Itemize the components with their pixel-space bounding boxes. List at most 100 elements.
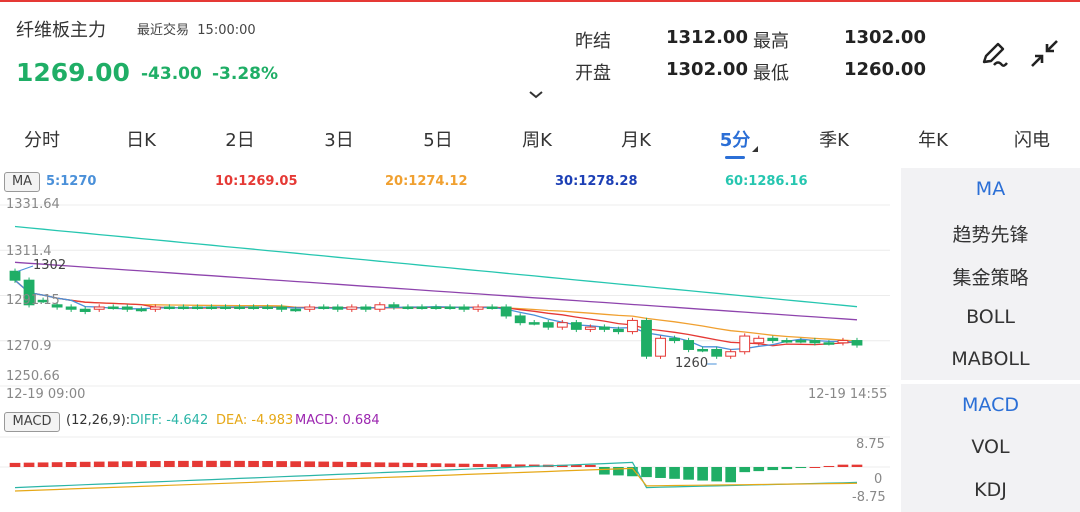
macd-bar	[809, 467, 821, 468]
candle-body	[177, 306, 189, 310]
high-value: 1302.00	[844, 27, 926, 48]
price-change: -43.00	[141, 64, 202, 84]
candle-body	[598, 326, 610, 330]
macd-bar	[234, 460, 245, 467]
ma5-legend: 5:1270	[46, 174, 97, 189]
tab-season-k[interactable]: 季K	[819, 130, 849, 151]
open-value: 1302.00	[666, 59, 748, 80]
indicator-kdj[interactable]: KDJ	[974, 479, 1007, 501]
macd-bar	[346, 461, 358, 467]
macd-bar	[753, 467, 765, 472]
tab-3-day[interactable]: 3日	[324, 130, 354, 151]
tab-2-day[interactable]: 2日	[225, 130, 255, 151]
candle-body	[711, 348, 723, 357]
macd-bar	[697, 467, 708, 481]
macd-bar	[402, 462, 414, 467]
macd-bar	[262, 461, 273, 467]
candle-body	[79, 308, 91, 312]
ma10-line	[14, 279, 858, 347]
tab-fenshi[interactable]: 分时	[24, 130, 60, 151]
tab-month-k[interactable]: 月K	[621, 130, 651, 151]
macd-bar	[613, 467, 624, 476]
macd-bar	[65, 462, 77, 467]
tab-dropdown-caret-icon[interactable]	[752, 146, 758, 152]
candle-body	[402, 306, 414, 310]
macd-bar	[374, 462, 386, 467]
indicator-macd[interactable]: MACD	[962, 394, 1019, 416]
macd-bar	[837, 464, 849, 467]
indicator-ma[interactable]: MA	[975, 178, 1006, 200]
tab-week-k[interactable]: 周K	[522, 130, 552, 151]
collapse-icon[interactable]	[1029, 38, 1061, 70]
candle-body	[542, 322, 554, 328]
pen-draw-icon[interactable]	[978, 38, 1010, 70]
candle-body	[795, 340, 807, 343]
candle-body	[528, 322, 540, 325]
macd-bar	[711, 467, 722, 482]
candle-body	[500, 306, 512, 317]
candle-body	[163, 306, 175, 310]
macd-bar	[150, 461, 161, 467]
candle-body	[486, 306, 498, 310]
price-change-pct: -3.28%	[212, 64, 279, 84]
candle-body	[697, 348, 709, 352]
instrument-name: 纤维板主力	[16, 20, 106, 41]
macd-y-mid: 0	[874, 472, 883, 487]
candle-body	[753, 337, 765, 344]
candle-body	[809, 340, 821, 344]
indicator-trend-pioneer[interactable]: 趋势先锋	[952, 224, 1029, 246]
chart-gridlines	[0, 204, 890, 468]
candle-body	[556, 322, 568, 328]
macd-bar	[767, 467, 779, 471]
macd-bar	[290, 461, 302, 467]
ma-badge[interactable]: MA	[4, 172, 40, 192]
macd-bar	[164, 460, 175, 467]
indicator-vol[interactable]: VOL	[971, 436, 1010, 458]
tab-flash[interactable]: 闪电	[1014, 130, 1050, 151]
time-end: 12-19 14:55	[808, 387, 888, 402]
macd-bar	[655, 467, 666, 478]
active-tab-indicator	[725, 156, 745, 159]
macd-bar	[781, 467, 793, 470]
candle-body	[51, 304, 63, 308]
kline-chart[interactable]	[0, 168, 897, 512]
ma30-legend: 30:1278.28	[555, 174, 638, 189]
top-accent-line	[0, 0, 1080, 2]
indicator-boll[interactable]: BOLL	[966, 306, 1015, 328]
tab-year-k[interactable]: 年K	[918, 130, 948, 151]
candle-body	[290, 308, 302, 312]
y-tick-bottom: 1250.66	[6, 369, 60, 384]
y-tick-3: 1291.15	[6, 293, 60, 308]
chevron-down-icon[interactable]	[529, 84, 543, 103]
macd-badge[interactable]: MACD	[4, 412, 60, 432]
macd-bar	[486, 464, 498, 467]
macd-bar	[51, 462, 63, 467]
tab-5-min[interactable]: 5分	[719, 130, 751, 151]
macd-bar	[93, 461, 105, 467]
indicator-jijin-strategy[interactable]: 集金策略	[952, 267, 1029, 289]
candle-body	[107, 306, 119, 310]
candle-body	[304, 306, 316, 310]
macd-y-top: 8.75	[856, 437, 885, 452]
candle-body	[683, 340, 695, 350]
macd-bars	[9, 460, 863, 483]
candle-body	[669, 337, 680, 342]
macd-bar	[514, 464, 526, 467]
indicator-maboll[interactable]: MABOLL	[951, 348, 1030, 370]
indicator-sidebar: MA 趋势先锋 集金策略 BOLL MABOLL MACD VOL KDJ	[901, 168, 1080, 512]
macd-bar	[599, 467, 610, 475]
tab-day-k[interactable]: 日K	[126, 130, 156, 151]
candle-body	[192, 306, 203, 310]
candle-body	[767, 337, 779, 342]
macd-params: (12,26,9):	[66, 413, 131, 428]
macd-bar	[388, 462, 400, 467]
macd-bar	[248, 460, 259, 467]
macd-bar	[627, 467, 638, 477]
candle-body	[430, 306, 442, 310]
tab-5-day[interactable]: 5日	[423, 130, 453, 151]
macd-bar	[823, 465, 835, 467]
high-marker-label: 1302	[33, 258, 67, 273]
ma-purple-line	[14, 261, 858, 321]
candle-body	[346, 306, 358, 310]
high-marker-leader	[17, 265, 34, 272]
